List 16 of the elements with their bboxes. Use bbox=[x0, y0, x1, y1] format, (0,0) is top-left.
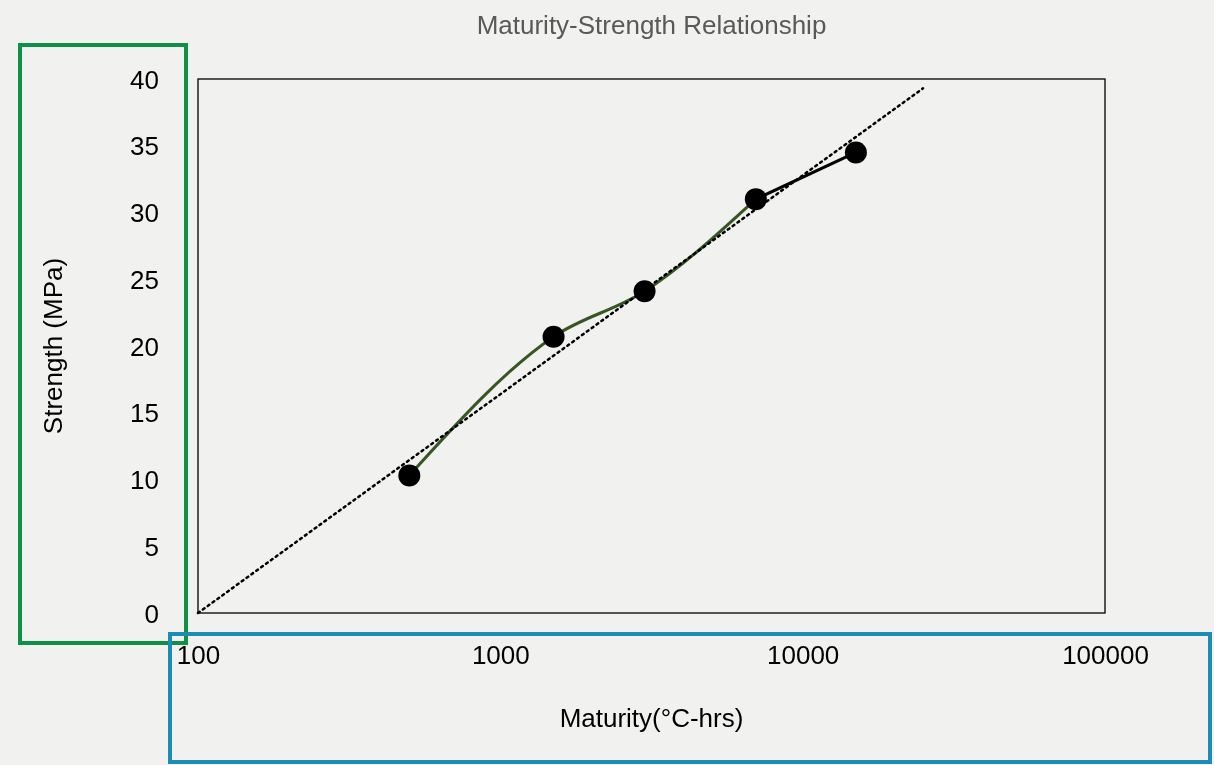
y-tick-label: 20 bbox=[130, 331, 159, 362]
x-tick-label: 10000 bbox=[767, 640, 840, 671]
y-tick-label: 15 bbox=[130, 398, 159, 429]
y-axis-title: Strength (MPa) bbox=[38, 257, 68, 435]
y-tick-label: 40 bbox=[130, 64, 159, 95]
x-axis-title: Maturity(°C-hrs) bbox=[559, 703, 744, 733]
x-tick-label: 100 bbox=[176, 640, 221, 671]
x-tick-label: 1000 bbox=[471, 640, 530, 671]
y-tick-label: 30 bbox=[130, 198, 159, 229]
x-tick-label: 100000 bbox=[1062, 640, 1149, 671]
chart-title: Maturity-Strength Relationship bbox=[476, 10, 827, 40]
y-tick-label: 25 bbox=[130, 264, 159, 295]
y-tick-label: 10 bbox=[130, 465, 159, 496]
y-tick-label: 5 bbox=[144, 531, 159, 562]
y-tick-label: 35 bbox=[130, 131, 159, 162]
y-tick-label: 0 bbox=[144, 598, 159, 629]
